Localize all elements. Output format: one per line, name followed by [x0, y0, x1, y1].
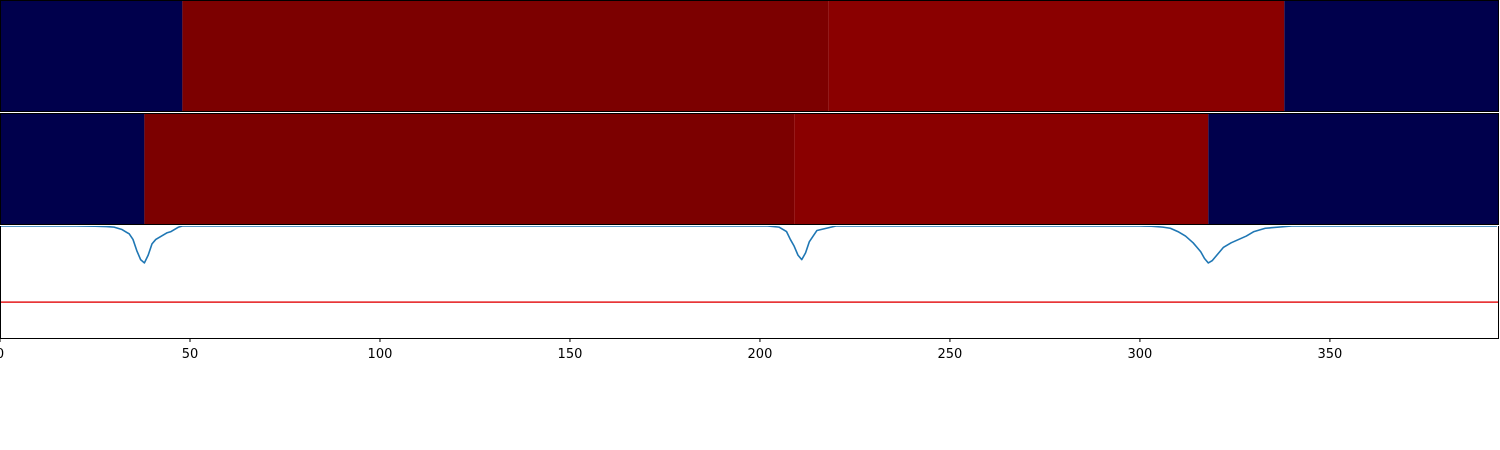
x-tick-label-350: 350 — [1317, 347, 1342, 362]
x-tick-label-300: 300 — [1128, 347, 1153, 362]
heatmap-frame-2 — [0, 113, 1499, 225]
series-line-1 — [0, 226, 1498, 264]
x-tick-label-200: 200 — [748, 347, 773, 362]
heatmap-cell-2-4 — [1208, 113, 1499, 225]
heatmap-cell-1-3 — [828, 0, 1285, 112]
x-tick-label-0: 0 — [0, 347, 4, 362]
heatmap-cell-2-1 — [0, 113, 145, 225]
line-plot-panel — [0, 226, 1499, 339]
heatmap-bottom-panel — [0, 113, 1499, 225]
heatmap-cell-1-4 — [1284, 0, 1499, 112]
heatmap-frame-1 — [0, 0, 1499, 112]
x-axis: 0 50 100 150 200 250 300 350 — [0, 338, 1342, 362]
x-tick-label-150: 150 — [558, 347, 583, 362]
x-tick-label-50: 50 — [182, 347, 199, 362]
heatmap-cell-2-2 — [144, 113, 795, 225]
heatmap-cell-1-2 — [182, 0, 829, 112]
x-tick-label-250: 250 — [938, 347, 963, 362]
x-tick-label-100: 100 — [368, 347, 393, 362]
heatmap-top-panel — [0, 0, 1499, 112]
heatmap-cell-2-3 — [794, 113, 1209, 225]
heatmap-cell-1-1 — [0, 0, 183, 112]
